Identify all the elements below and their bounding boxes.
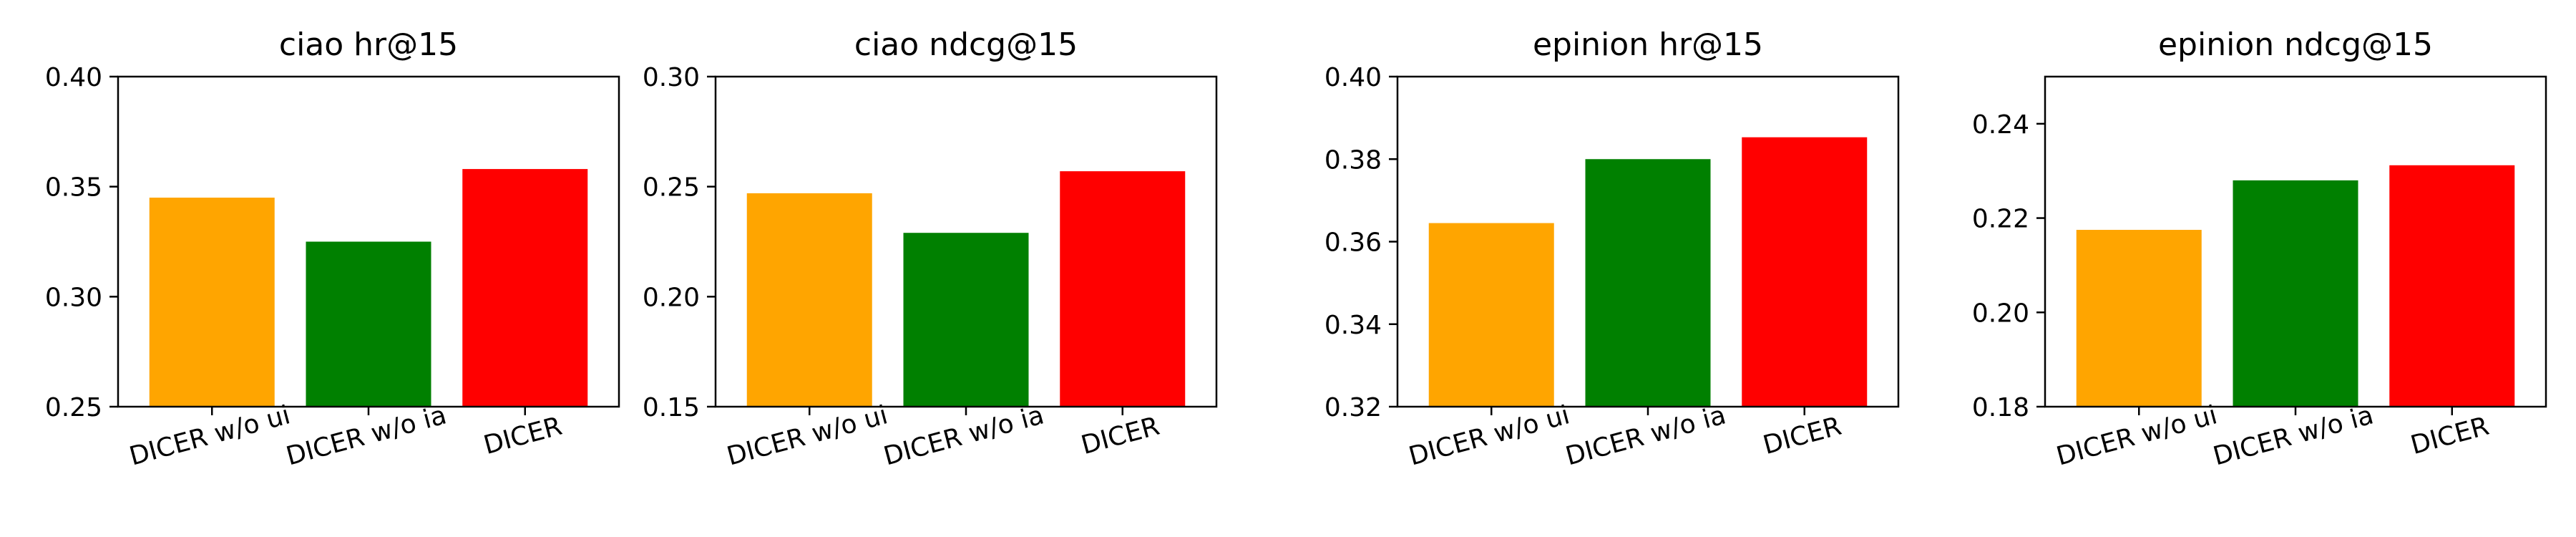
x-tick-label: DICER w/o ui (724, 400, 891, 471)
bar (149, 198, 275, 407)
y-tick-label: 0.40 (1324, 63, 1382, 92)
bar (2076, 230, 2202, 407)
chart-panel: epinion ndcg@15 0.18 0.20 0.22 0.24 DICER w/o… (1972, 26, 2547, 472)
x-tick-label: DICER w/o ia (283, 400, 450, 471)
y-tick-label: 0.35 (45, 173, 102, 203)
bar (1060, 171, 1186, 407)
bar (306, 241, 431, 407)
chart-title: ciao hr@15 (279, 26, 458, 63)
x-tick-label: DICER (481, 412, 565, 460)
bar (1742, 137, 1868, 407)
y-tick-label: 0.20 (643, 283, 700, 312)
x-tick-label: DICER w/o ia (881, 400, 1048, 471)
chart-title: ciao ndcg@15 (854, 26, 1078, 63)
y-tick-label: 0.30 (45, 283, 102, 312)
bar (903, 233, 1029, 407)
x-tick-label: DICER (1760, 412, 1845, 460)
y-tick-label: 0.30 (643, 63, 700, 92)
chart-panel: epinion hr@15 0.32 0.34 0.36 0.38 0.40 DICER w… (1324, 26, 1900, 472)
chart-title: epinion ndcg@15 (2158, 26, 2433, 63)
x-tick-label: DICER w/o ia (2210, 400, 2377, 471)
y-tick-label: 0.24 (1972, 110, 2029, 140)
bar (1585, 159, 1711, 407)
bar (2233, 180, 2358, 407)
y-tick-label: 0.32 (1324, 393, 1382, 422)
y-tick-label: 0.25 (643, 173, 700, 203)
x-tick-label: DICER w/o ui (2054, 400, 2220, 471)
y-tick-label: 0.36 (1324, 228, 1382, 258)
bar (1428, 223, 1554, 407)
x-tick-label: DICER w/o ia (1563, 400, 1729, 471)
y-tick-label: 0.22 (1972, 205, 2029, 234)
chart-panel: ciao ndcg@15 0.15 0.20 0.25 0.30 DICER w/o ui… (643, 26, 1218, 472)
y-tick-label: 0.40 (45, 63, 102, 92)
y-tick-label: 0.20 (1972, 299, 2029, 328)
bar (746, 193, 872, 407)
y-tick-label: 0.25 (45, 393, 102, 422)
x-tick-label: DICER w/o ui (1406, 400, 1573, 471)
y-tick-label: 0.15 (643, 393, 700, 422)
y-tick-label: 0.38 (1324, 145, 1382, 175)
x-tick-label: DICER (1078, 412, 1163, 460)
bar (462, 169, 588, 407)
y-tick-label: 0.34 (1324, 311, 1382, 340)
chart-title: epinion hr@15 (1533, 26, 1763, 63)
y-tick-label: 0.18 (1972, 393, 2029, 422)
x-tick-label: DICER (2408, 412, 2492, 460)
bar (2389, 165, 2515, 407)
x-tick-label: DICER w/o ui (127, 400, 293, 471)
